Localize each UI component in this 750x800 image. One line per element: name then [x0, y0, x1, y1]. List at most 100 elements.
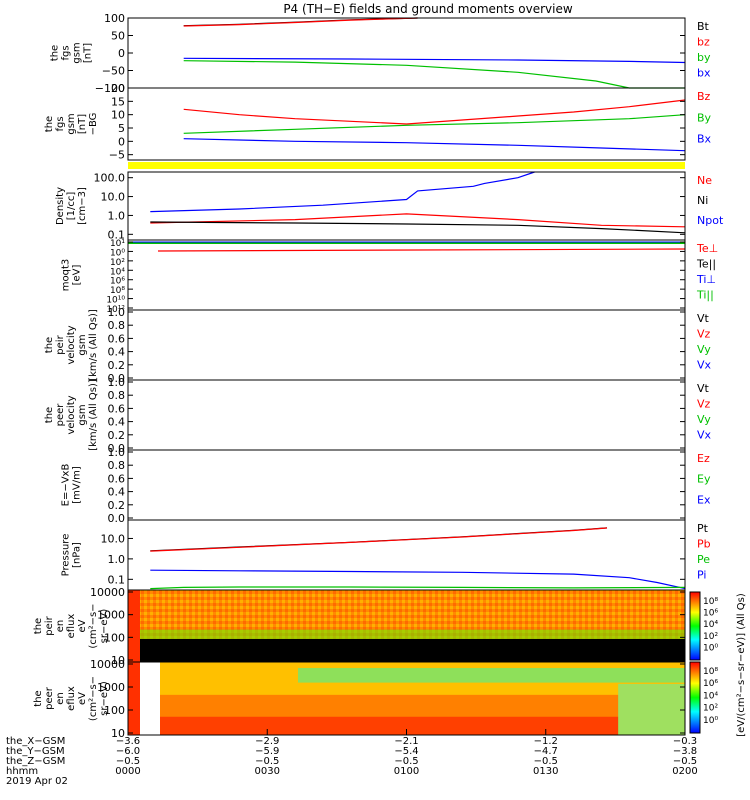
legend-vx: Vx [697, 429, 712, 442]
panel-5: 1.00.80.60.40.20.0 the peir velocity gsm [km/… [44, 306, 712, 385]
ytick-label: 10000 [90, 658, 125, 671]
ylabel: the peir en eflux eV (cm²−s− sr−eV) [33, 603, 110, 648]
noise-floor [140, 638, 685, 662]
legend-pt: Pt [697, 522, 709, 535]
status-bar [128, 162, 685, 169]
ylabel-line: [1/cc] [66, 192, 77, 221]
ylabel-line: Density [55, 187, 66, 225]
ylabel-line: fgs [61, 45, 72, 60]
legend-vx: Vx [697, 359, 712, 372]
legend-ex: Ex [697, 493, 711, 506]
xaxis-value: −3.6 [116, 736, 140, 747]
panel-frame [127, 87, 686, 161]
ytick-label: 100 [104, 12, 125, 25]
panel-3: 100.0 10.0 1.0 0.1 Density [1/cc] [cm−3] Ne Ni Np… [55, 171, 724, 241]
series-pe [150, 586, 686, 590]
ylabel-line: (cm²−s− [88, 603, 99, 648]
ylabel-line: peir [55, 334, 66, 354]
ylabel-line: peir [44, 615, 55, 635]
ytick-label: 0.8 [108, 319, 126, 332]
colorbar-tick: 10⁰ [703, 643, 718, 653]
ylabel-line: [nT] [83, 43, 94, 63]
ylabel-line: [cm−3] [77, 187, 88, 225]
legend-te||: Te|| [696, 258, 716, 271]
left-column [128, 590, 140, 662]
spectrogram-band [140, 629, 685, 641]
ylabel-line: eV [77, 619, 88, 632]
series-pi [150, 569, 686, 590]
ytick-label: 100 [104, 704, 125, 717]
ytick-label: 100 [104, 631, 125, 644]
panel-frame [127, 449, 686, 521]
legend-vt: Vt [697, 312, 710, 325]
series-pb [150, 527, 608, 552]
series-ni [150, 221, 686, 234]
ylabel-line: [nPa] [72, 542, 83, 568]
ylabel-line: the [44, 116, 55, 132]
xaxis-value: −0.5 [116, 756, 140, 767]
legend-vy: Vy [697, 343, 711, 356]
ylabel-line: gsm [66, 113, 77, 134]
xaxis-value: 0200 [672, 766, 697, 777]
xaxis-value: 0030 [255, 766, 280, 777]
panel-1: 100 50 0 −50 −100 the fgs gsm [nT] Bt bz by bx [50, 12, 711, 95]
ytick-label: 0 [118, 47, 125, 60]
ytick-label: 10² [110, 258, 125, 268]
ylabel-line: [km/s (All Qs)] [88, 379, 99, 451]
series-by [183, 114, 686, 134]
series-bz [183, 17, 418, 27]
legend-bz: bz [697, 36, 710, 49]
ylabel-line: Pressure [61, 534, 72, 577]
ylabel-line: peer [44, 686, 55, 710]
ylabel-line: [nT] [77, 114, 88, 134]
legend-pe: Pe [697, 553, 710, 566]
legend-pi: Pi [697, 569, 706, 582]
ylabel-line: the [50, 45, 61, 61]
ytick-label: 10⁴ [110, 267, 125, 277]
ytick-label: 10¹² [106, 305, 125, 315]
ytick-label: 0.6 [108, 402, 126, 415]
ytick-label: 10 [111, 109, 125, 122]
series-ne [150, 213, 686, 228]
xaxis-value: −1.2 [534, 736, 558, 747]
ylabel-line: [eV] [72, 265, 83, 286]
ytick-label: 1.0 [108, 376, 126, 389]
ytick-label: 1.0 [108, 553, 126, 566]
chart-title: P4 (TH−E) fields and ground moments over… [283, 2, 573, 16]
ytick-label: 10000 [90, 586, 125, 599]
ytick-label: 0.8 [108, 459, 126, 472]
ylabel-line: sr−eV) [99, 609, 110, 644]
ylabel-line: en [55, 692, 66, 705]
series-npot [150, 171, 535, 213]
ytick-label: 0.6 [108, 332, 126, 345]
legend-vt: Vt [697, 382, 710, 395]
colorbar-tick: 10⁴ [703, 691, 718, 701]
ylabel-line: fgs [55, 116, 66, 131]
ytick-label: 100.0 [94, 172, 126, 185]
xaxis-row-label: the_X−GSM [6, 736, 65, 747]
ytick-label: 10⁶ [110, 277, 125, 287]
ytick-label: 20 [111, 82, 125, 95]
ytick-label: 0.4 [108, 346, 126, 359]
ylabel: the peir velocity gsm [km/s (All Qs)] [44, 309, 99, 381]
legend-npot: Npot [697, 214, 724, 227]
ytick-label: −100 [95, 82, 125, 95]
spectrogram-band [298, 668, 685, 683]
panel-frame [127, 379, 686, 451]
ytick-label: 10 [111, 654, 125, 667]
legend-te⊥: Te⊥ [696, 242, 718, 255]
ytick-label: 0.4 [108, 416, 126, 429]
ytick-label: 0.0 [108, 442, 126, 455]
ytick-label: 10¹ [110, 239, 125, 249]
ylabel-line: velocity [66, 395, 77, 434]
legend-ti||: Ti|| [696, 289, 714, 302]
ytick-label: 1.0 [108, 306, 126, 319]
colorbar-tick: 10⁶ [703, 679, 718, 689]
ytick-label: 0.0 [108, 512, 126, 525]
ytick-label: 10¹⁰ [106, 296, 125, 306]
ylabel-line: moqt3 [61, 259, 72, 292]
colorbar-1 [689, 591, 701, 661]
xaxis-row-label: 2019 Apr 02 [6, 776, 68, 787]
series-pt [150, 527, 608, 552]
legend-ne: Ne [697, 174, 712, 187]
